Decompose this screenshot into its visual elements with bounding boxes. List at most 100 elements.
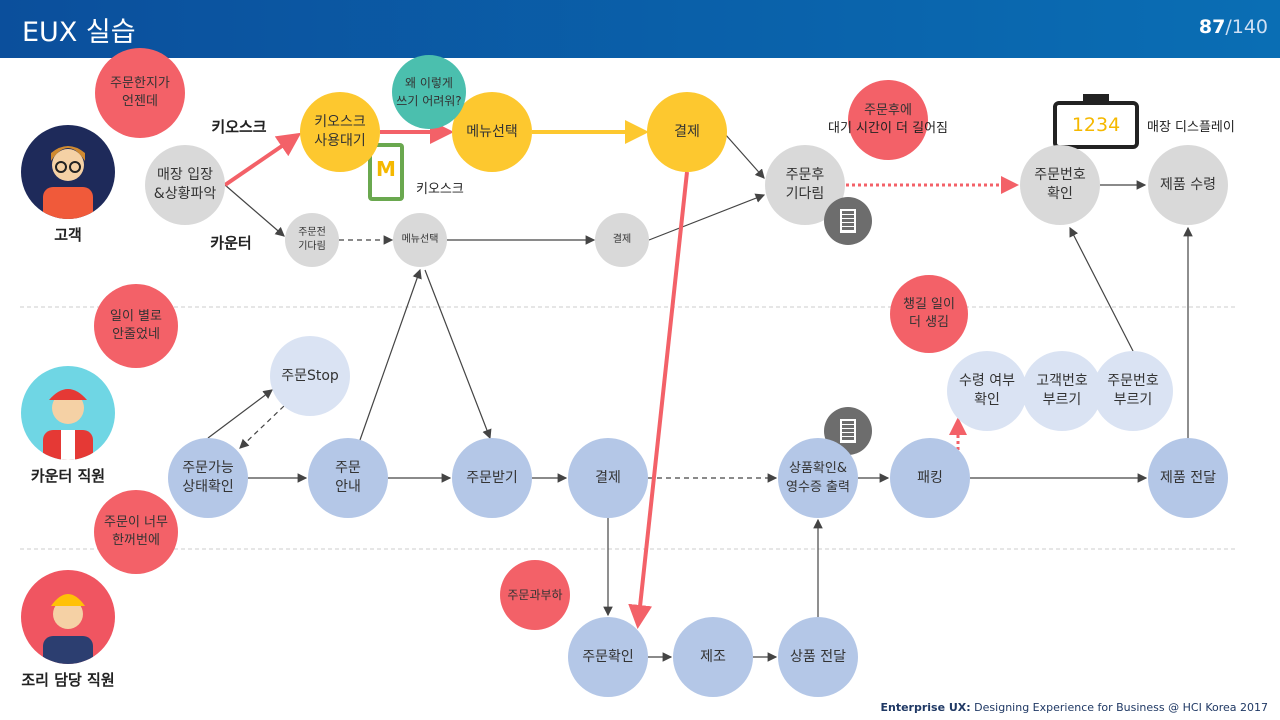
node-label: 주문가능	[182, 460, 234, 476]
display-mount	[1083, 94, 1109, 101]
actor-label-cook: 조리 담당 직원	[21, 671, 115, 689]
customer-avatar	[21, 125, 115, 219]
node-label: 쓰기 어려워?	[396, 94, 462, 108]
page-number: 87/140	[1199, 16, 1268, 38]
node-label: 매장 입장	[157, 167, 213, 183]
node-label: 주문후에	[864, 103, 912, 118]
node-label: 일이 별로	[110, 309, 162, 324]
display-number: 1234	[1071, 114, 1121, 136]
node-label: 사용대기	[314, 133, 366, 149]
node-label: 주문한지가	[110, 76, 170, 91]
node-label: 기다림	[785, 186, 825, 202]
cook-avatar	[21, 570, 115, 664]
node-make: 제조	[673, 617, 753, 697]
node-label: 기다림	[298, 241, 326, 252]
node-label: 주문번호	[1107, 373, 1159, 389]
node-label: 결제	[595, 469, 621, 486]
node-label: 챙길 일이	[903, 297, 955, 312]
counter-staff-avatar	[21, 366, 115, 460]
node-packing: 패킹	[890, 438, 970, 518]
node-label: 고객번호	[1036, 373, 1088, 389]
node-label: 부르기	[1042, 392, 1082, 408]
node-label: 키오스크	[314, 114, 366, 130]
bubble-why-hard: 왜 이렇게 쓰기 어려워?	[392, 55, 466, 129]
node-order-stop: 주문Stop	[270, 336, 350, 416]
node-label: 주문이 너무	[104, 515, 168, 530]
node-label: &상황파악	[153, 186, 217, 202]
node-label: 수령 여부	[959, 373, 1015, 389]
node-label: 메뉴선택	[401, 234, 439, 245]
node-handover: 상품 전달	[778, 617, 858, 697]
node-label: 제조	[700, 648, 726, 665]
channel-counter-label: 카운터	[210, 234, 252, 252]
store-display-icon: 1234	[1053, 101, 1139, 149]
node-label: 주문Stop	[281, 367, 339, 384]
store-display-label: 매장 디스플레이	[1147, 120, 1235, 135]
node-store-entry: 매장 입장 &상황파악	[145, 145, 225, 225]
node-counter-payment: 결제	[595, 213, 649, 267]
node-label: 확인	[1047, 186, 1073, 202]
node-kiosk-payment: 결제	[647, 92, 727, 172]
node-label: 주문	[335, 460, 361, 476]
node-take-order: 주문받기	[452, 438, 532, 518]
slide-title: EUX 실습	[22, 17, 136, 48]
footer-text: Designing Experience for Business @ HCI …	[970, 701, 1268, 714]
node-label: 주문후	[785, 167, 825, 183]
channel-kiosk-label: 키오스크	[211, 118, 267, 136]
node-label: 더 생김	[908, 315, 949, 330]
node-label: 상태확인	[182, 479, 234, 495]
node-label: 상품확인&	[789, 461, 847, 476]
actor-label-counter-staff: 카운터 직원	[30, 467, 106, 485]
node-label: 결제	[612, 234, 632, 245]
kiosk-device-icon: M	[368, 143, 404, 201]
footer-brand: Enterprise UX:	[880, 701, 971, 714]
node-label: 주문번호	[1034, 167, 1086, 183]
node-label: 패킹	[917, 469, 943, 486]
node-label: 주문전	[298, 227, 326, 238]
node-confirm-order: 주문확인	[568, 617, 648, 697]
node-label: 메뉴선택	[466, 123, 518, 140]
receipt-icon	[824, 197, 872, 245]
node-receive-product: 제품 수령	[1148, 145, 1228, 225]
node-counter-pay: 결제	[568, 438, 648, 518]
kiosk-device-label: 키오스크	[416, 182, 464, 197]
node-label: 주문확인	[582, 648, 634, 665]
actor-label-customer: 고객	[54, 226, 82, 244]
header-bar: EUX 실습 87/140	[0, 0, 1280, 58]
node-verify-print-receipt: 상품확인& 영수증 출력	[778, 438, 858, 518]
node-label: 제품 수령	[1160, 176, 1216, 193]
node-label: 한꺼번에	[112, 533, 160, 548]
node-label: 언젠데	[122, 94, 158, 109]
node-label: 결제	[674, 123, 700, 140]
node-label: 확인	[974, 392, 1000, 408]
node-deliver-product: 제품 전달	[1148, 438, 1228, 518]
node-label: 상품 전달	[790, 648, 846, 665]
node-label: 안줄었네	[112, 327, 160, 342]
node-counter-menu-select: 메뉴선택	[393, 213, 447, 267]
node-label: 주문받기	[466, 469, 518, 486]
node-label: 영수증 출력	[786, 480, 850, 495]
node-label: 대기 시간이 더 길어짐	[827, 121, 949, 136]
footer: Enterprise UX: Designing Experience for …	[880, 701, 1268, 714]
page-current: 87	[1198, 16, 1226, 38]
node-label: 제품 전달	[1160, 469, 1216, 486]
node-label: 부르기	[1113, 392, 1153, 408]
page-total: /140	[1225, 16, 1268, 38]
node-label: 주문과부하	[507, 588, 563, 602]
node-kiosk-menu-select: 메뉴선택	[452, 92, 532, 172]
bubble-overload: 주문과부하	[500, 560, 570, 630]
node-label: 안내	[335, 479, 361, 495]
